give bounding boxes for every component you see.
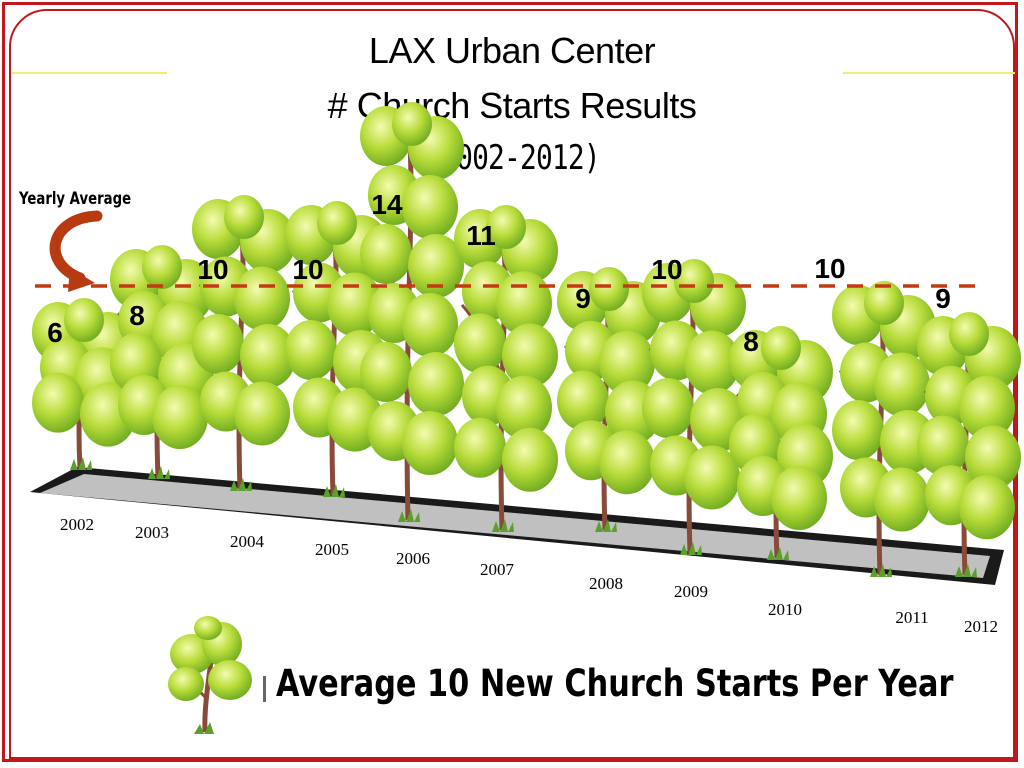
slide-frame-inner: [9, 9, 1015, 759]
year-label: 2010: [768, 600, 802, 619]
value-label: 14: [371, 189, 403, 220]
year-label: 2002: [60, 515, 94, 534]
tree-bar: [917, 312, 1021, 577]
value-label: 11: [466, 220, 496, 251]
year-label: 2006: [396, 549, 430, 568]
slide-title: LAX Urban Center: [368, 30, 656, 71]
year-label: 2005: [315, 540, 349, 559]
footer-summary: Average 10 New Church Starts Per Year: [276, 662, 954, 705]
tree-bar: [192, 195, 296, 491]
value-label: 10: [651, 254, 682, 285]
value-label: 9: [575, 283, 591, 314]
ground-path: [30, 467, 1004, 585]
decorative-line-right: [843, 72, 1015, 74]
year-label: 2009: [674, 582, 708, 601]
tree-bar: [832, 281, 936, 577]
value-label: 9: [935, 283, 951, 314]
value-label: 10: [814, 253, 845, 284]
yearly-average-label: Yearly Average: [19, 189, 132, 209]
year-label: 2007: [480, 560, 515, 579]
footer-divider: [263, 676, 266, 702]
tree-bar: [642, 259, 746, 555]
tree-bar: [729, 326, 833, 560]
decorative-line-left: [12, 72, 167, 74]
year-label: 2003: [135, 523, 169, 542]
tree-icon: [168, 616, 252, 734]
value-label: 8: [743, 326, 759, 357]
value-label: 10: [197, 254, 228, 285]
value-label: 10: [292, 254, 323, 285]
year-label: 2011: [895, 608, 928, 627]
curved-arrow-icon: [49, 210, 103, 292]
year-label: 2008: [589, 574, 623, 593]
year-label: 2004: [230, 532, 265, 551]
value-label: 6: [47, 317, 63, 348]
year-label: 2012: [964, 617, 998, 636]
tree-bar: [360, 102, 464, 522]
tree-bar: [454, 205, 558, 532]
tree-bar: [32, 298, 136, 470]
tree-bar: [110, 245, 214, 479]
value-label: 8: [129, 300, 145, 331]
